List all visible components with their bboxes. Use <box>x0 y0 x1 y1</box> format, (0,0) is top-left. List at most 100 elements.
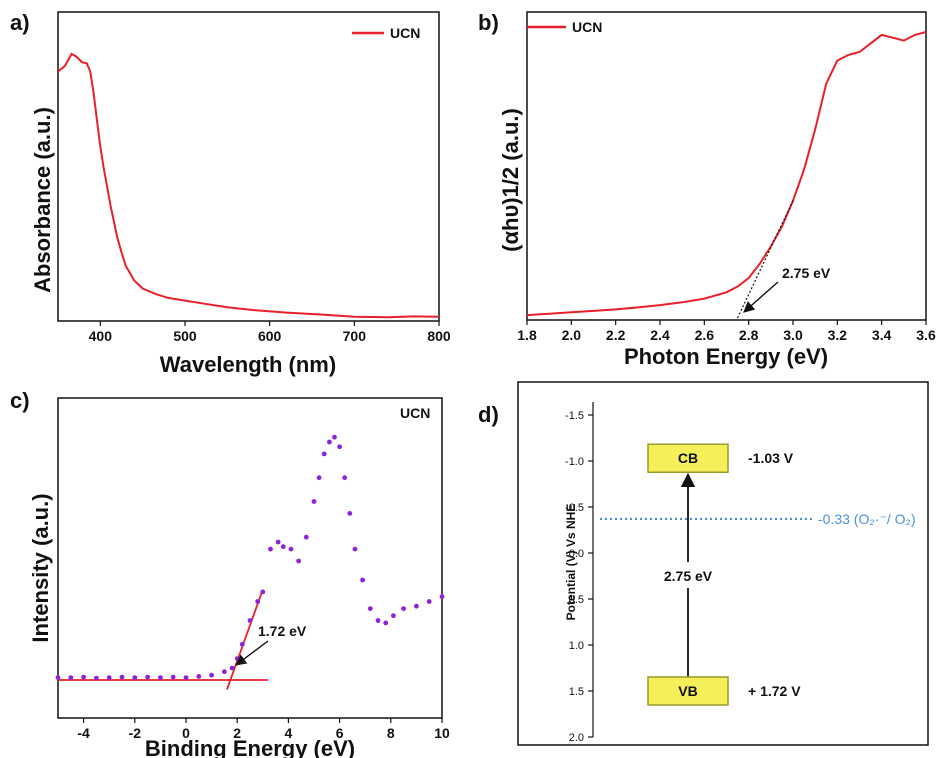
panel-c-x-tick-label: 4 <box>285 725 293 741</box>
panel-c-data-point <box>55 675 61 680</box>
panel-a: a) 400 500 600 700 800 UCN Wavelength (nm) A… <box>10 10 451 377</box>
panel-d-gap-background <box>645 562 731 588</box>
panel-a-frame <box>57 11 440 322</box>
panel-b-legend-label: UCN <box>572 19 602 35</box>
panel-c-data-point <box>360 577 365 583</box>
panel-a-x-tick-label: 400 <box>89 328 113 344</box>
panel-d-label: d) <box>478 402 499 427</box>
panel-c-data-point <box>81 674 86 680</box>
panel-c-data-point <box>222 669 227 675</box>
panel-c-data-point <box>280 544 286 550</box>
panel-c-data-point <box>68 675 74 680</box>
panel-b-x-tick-label: 2.4 <box>650 327 670 343</box>
panel-b: b) 1.8 2.0 2.2 2.4 2.6 2.8 3.0 3.2 3.4 3.6 UCN 2.… <box>478 10 936 369</box>
panel-d-y-tick-label: -1.5 <box>565 410 584 422</box>
panel-c-data-point <box>234 656 240 661</box>
panel-d-gap-label: 2.75 eV <box>664 568 713 584</box>
panel-c-x-tick-label: -4 <box>77 725 90 741</box>
panel-c-data-point <box>321 451 327 457</box>
panel-b-x-tick-label: 3.6 <box>916 327 936 343</box>
panel-d-cb-label: CB <box>678 450 698 466</box>
panel-c-legend-label: UCN <box>400 405 430 421</box>
panel-d-y-tick-label: 1.5 <box>569 686 584 698</box>
panel-c-data-point <box>296 558 301 564</box>
panel-c-data-point <box>342 475 348 481</box>
panel-c-x-tick-label: 10 <box>434 725 450 741</box>
panel-c-data-point <box>229 665 235 671</box>
panel-b-x-tick-label: 2.6 <box>695 327 715 343</box>
panel-a-legend-label: UCN <box>390 25 420 41</box>
panel-c-data-point <box>260 589 266 595</box>
panel-c-data-point <box>288 546 294 552</box>
panel-a-series-line <box>57 52 440 319</box>
panel-c-data-point <box>391 613 396 619</box>
panel-c-data-point <box>352 546 358 552</box>
panel-c-annotation: 1.72 eV <box>258 623 307 639</box>
panel-d-y-tick-label: 2.0 <box>569 732 584 744</box>
panel-c-data-point <box>119 674 125 680</box>
panel-c-data-point <box>209 672 215 678</box>
panel-c-data-point <box>347 511 353 516</box>
panel-c-x-tick-label: 0 <box>182 725 190 741</box>
panel-c-data-point <box>239 641 245 647</box>
panel-c-data-point <box>332 434 337 440</box>
panel-d-vb-box <box>647 676 729 706</box>
panel-c-x-tick-label: 6 <box>336 725 344 741</box>
panel-c-annotation-arrow <box>235 640 269 666</box>
panel-b-xlabel: Photon Energy (eV) <box>624 344 828 369</box>
panel-b-ylabel: (αhυ)1/2 (a.u.) <box>498 108 523 252</box>
panel-c-data-point <box>158 675 163 680</box>
panel-c-data-point <box>311 499 317 504</box>
panel-c-data-point <box>94 675 99 681</box>
panel-c: c) -4 -2 0 2 4 6 8 10 UCN 1.72 eV Binding Energ… <box>10 388 450 758</box>
panel-c-data-point <box>106 675 112 680</box>
panel-d-vb-label: VB <box>678 683 697 699</box>
panel-c-data-point <box>268 546 273 552</box>
panel-c-data-point <box>196 674 202 679</box>
panel-c-fit-lines <box>58 589 268 690</box>
panel-d-frame <box>517 381 929 746</box>
panel-c-data-point <box>247 618 253 623</box>
panel-b-label: b) <box>478 10 499 35</box>
panel-a-x-ticks: 400 500 600 700 800 <box>89 321 451 344</box>
panel-c-x-tick-label: 8 <box>387 725 395 741</box>
panel-d-ylabel: Potential (V) Vs NHE <box>564 504 578 621</box>
panel-c-fit-line <box>226 589 264 690</box>
panel-b-x-tick-label: 2.2 <box>606 327 626 343</box>
panel-c-data-point <box>426 599 432 604</box>
panel-c-x-tick-label: -2 <box>129 725 142 741</box>
panel-c-data-point <box>303 534 309 540</box>
panel-b-annotation-arrow <box>743 281 779 313</box>
panel-c-data-point <box>337 444 342 450</box>
panel-c-data-point <box>170 674 176 680</box>
panel-b-tangent-line <box>737 200 794 319</box>
panel-b-x-ticks: 1.8 2.0 2.2 2.4 2.6 2.8 3.0 3.2 3.4 3.6 <box>517 320 936 343</box>
panel-b-annotation: 2.75 eV <box>782 265 831 281</box>
panel-c-data-point <box>383 620 389 626</box>
panel-c-data-point <box>375 618 381 623</box>
panel-c-data-point <box>132 675 138 680</box>
panel-a-ylabel: Absorbance (a.u.) <box>30 107 55 293</box>
panel-b-x-tick-label: 3.2 <box>828 327 848 343</box>
panel-c-x-tick-label: 2 <box>233 725 241 741</box>
panel-b-x-tick-label: 3.0 <box>783 327 803 343</box>
panel-a-xlabel: Wavelength (nm) <box>160 352 336 377</box>
panel-d-cb-value: -1.03 V <box>748 450 794 466</box>
panel-b-series-line <box>526 31 927 317</box>
panel-b-x-tick-label: 3.4 <box>872 327 892 343</box>
panel-d-y-tick-label: -0.5 <box>565 502 584 514</box>
panel-c-data-point <box>327 439 332 445</box>
panel-d-y-tick-label: 0.5 <box>569 594 584 606</box>
panel-d: d) -1.5 -1.0 -0.5 0.0 0.5 1.0 1.5 2.0 Potential… <box>478 381 929 746</box>
panel-c-frame <box>57 397 443 719</box>
panel-b-frame <box>526 11 927 321</box>
panel-d-y-tick-label: 0.0 <box>569 548 584 560</box>
panel-c-xlabel: Binding Energy (eV) <box>145 736 355 758</box>
panel-a-x-tick-label: 700 <box>343 328 367 344</box>
panel-c-data-point <box>414 603 419 609</box>
panel-a-x-tick-label: 800 <box>427 328 451 344</box>
panel-b-x-tick-label: 1.8 <box>517 327 537 343</box>
panel-c-x-ticks: -4 -2 0 2 4 6 8 10 <box>77 718 450 741</box>
panel-c-data-point <box>255 599 261 604</box>
